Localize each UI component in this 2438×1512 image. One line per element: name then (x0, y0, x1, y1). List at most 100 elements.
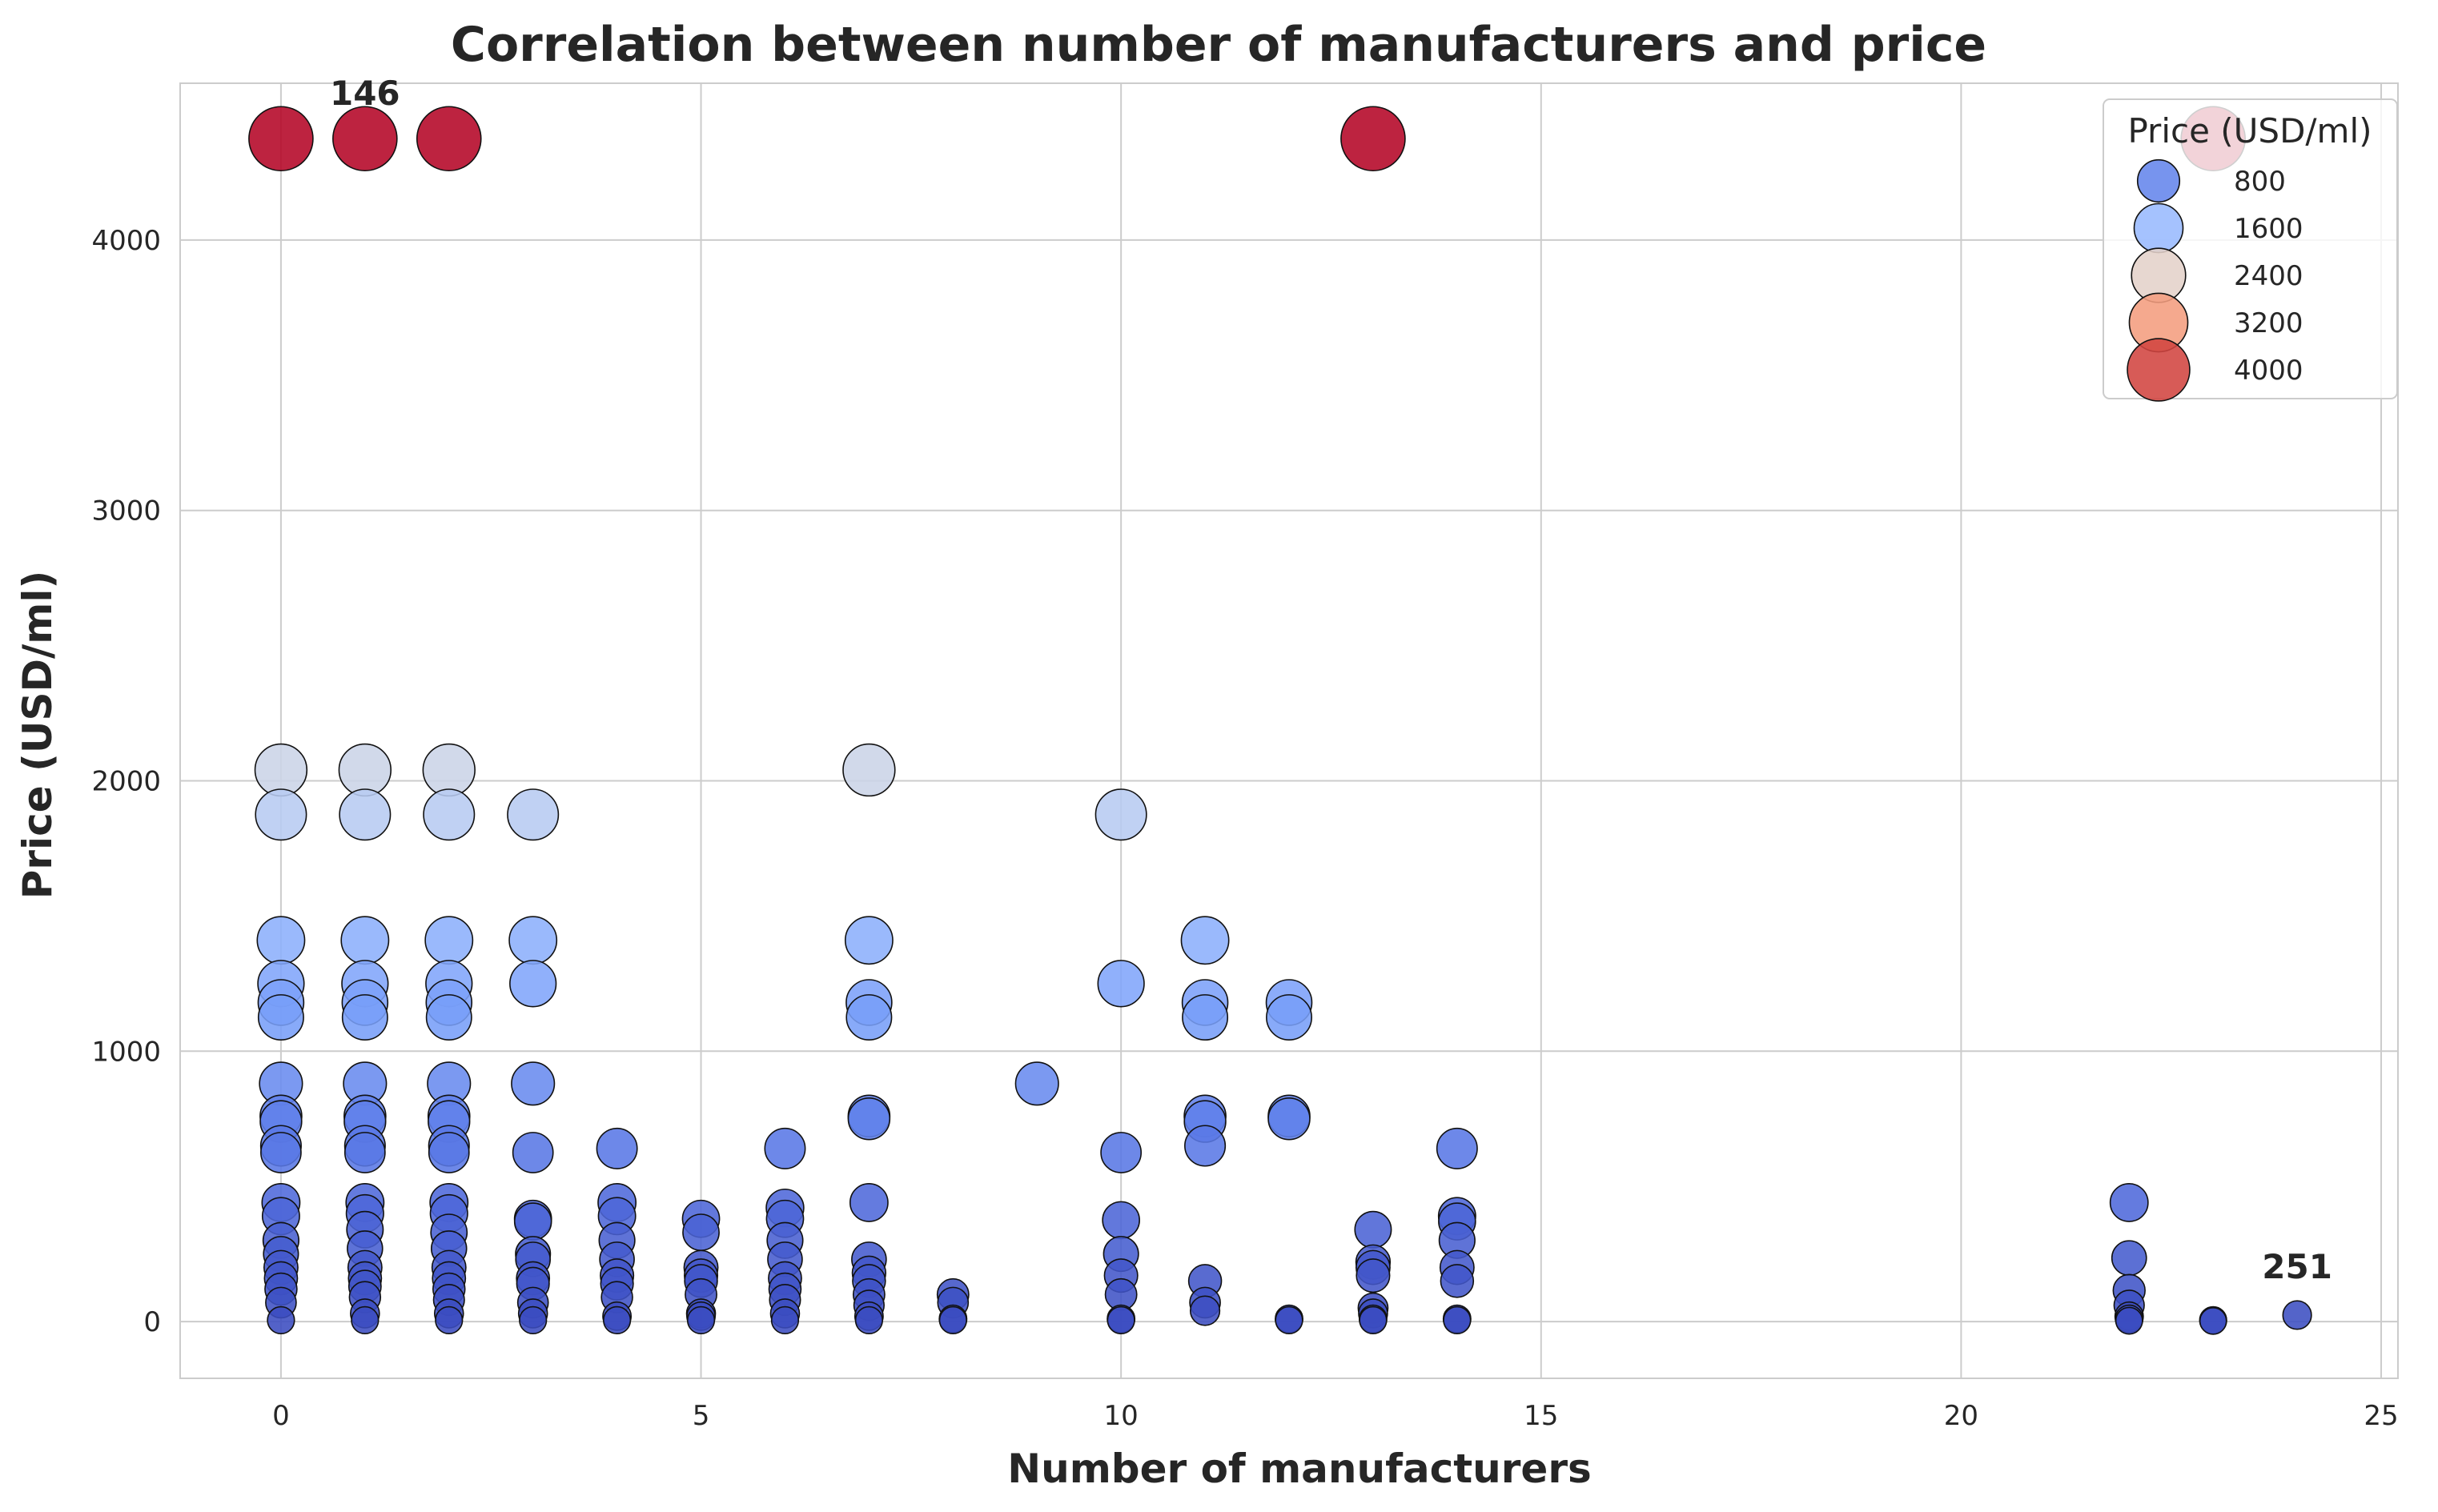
data-point (341, 994, 388, 1041)
data-point (255, 788, 307, 841)
data-point (1102, 1201, 1140, 1240)
data-point (764, 1127, 806, 1169)
data-point (1356, 1258, 1391, 1293)
legend-marker (2127, 338, 2191, 402)
data-point (1182, 994, 1229, 1041)
data-point (343, 1132, 386, 1173)
data-point (351, 1305, 380, 1334)
data-point (686, 1305, 716, 1334)
legend-label: 3200 (2234, 307, 2303, 339)
data-point (1354, 1210, 1392, 1249)
legend-label: 800 (2234, 166, 2286, 198)
x-tick-label: 0 (272, 1400, 290, 1432)
data-point (770, 1305, 800, 1334)
data-point (1184, 1125, 1227, 1167)
data-point (1180, 916, 1230, 965)
data-point (1340, 106, 1406, 172)
data-point (332, 106, 398, 172)
y-tick-label: 1000 (91, 1036, 161, 1068)
data-point (1443, 1305, 1472, 1334)
data-point (1189, 1295, 1221, 1326)
data-point (849, 1183, 889, 1222)
data-point (2199, 1307, 2227, 1335)
legend-title: Price (USD/ml) (2127, 111, 2372, 150)
data-point (1100, 1132, 1143, 1173)
data-point (423, 788, 476, 841)
legend-marker (2136, 158, 2181, 203)
data-point (847, 1097, 891, 1141)
annotations: 146 251 (330, 74, 2332, 1286)
x-tick-label: 5 (693, 1400, 710, 1432)
data-point (340, 916, 390, 965)
data-point (509, 960, 557, 1008)
x-tick-label: 10 (1104, 1400, 1139, 1432)
data-point (1440, 1264, 1475, 1298)
data-point (254, 743, 308, 797)
data-point (260, 1132, 302, 1173)
data-point (1094, 788, 1147, 841)
data-point (513, 1202, 552, 1241)
x-tick-label: 25 (2364, 1400, 2398, 1432)
y-tick-label: 4000 (91, 225, 161, 257)
legend-label: 4000 (2234, 355, 2303, 387)
data-point (1267, 1097, 1311, 1141)
data-points (248, 106, 2312, 1335)
data-point (1275, 1305, 1303, 1334)
data-point (596, 1127, 638, 1169)
data-point (256, 916, 306, 965)
data-point (508, 916, 558, 965)
data-point (2109, 1183, 2149, 1222)
data-point (507, 788, 560, 841)
data-point (339, 788, 392, 841)
data-point (416, 106, 482, 172)
data-point (1436, 1127, 1478, 1169)
tick-labels: 0 5 10 15 20 25 0 1000 2000 3000 4000 (91, 225, 2398, 1432)
y-tick-label: 0 (143, 1306, 161, 1338)
data-point (2111, 1240, 2147, 1277)
legend: Price (USD/ml) 800 1600 2400 3200 4000 (2103, 98, 2398, 402)
data-point (682, 1213, 720, 1251)
data-point (257, 994, 304, 1041)
data-point (422, 743, 476, 797)
data-point (425, 994, 472, 1041)
data-point (428, 1132, 470, 1173)
x-axis-label: Number of manufacturers (1007, 1446, 1591, 1492)
data-point (519, 1305, 548, 1334)
legend-label: 2400 (2234, 260, 2303, 292)
data-point (602, 1305, 632, 1334)
data-point (435, 1305, 464, 1334)
legend-marker (2133, 203, 2184, 254)
data-point (2115, 1306, 2143, 1335)
y-tick-label: 2000 (91, 765, 161, 797)
data-point (938, 1305, 967, 1334)
x-tick-label: 20 (1944, 1400, 1978, 1432)
data-point (267, 1305, 295, 1334)
data-point (338, 743, 392, 797)
x-tick-label: 15 (1524, 1400, 1558, 1432)
data-point (248, 106, 314, 172)
data-point (1014, 1061, 1059, 1106)
grid (180, 83, 2398, 1378)
annotation-label: 146 (330, 74, 400, 113)
annotation-label: 251 (2262, 1247, 2332, 1286)
data-point (1266, 994, 1312, 1041)
y-tick-label: 3000 (91, 495, 161, 527)
data-point (844, 916, 894, 965)
data-point (2282, 1300, 2312, 1330)
data-point (1097, 960, 1145, 1008)
chart-title: Correlation between number of manufactur… (451, 17, 1986, 73)
plot-area-frame (179, 82, 2399, 1379)
data-point (512, 1132, 554, 1173)
legend-label: 1600 (2234, 213, 2303, 245)
data-point (854, 1305, 883, 1334)
data-point (842, 743, 896, 797)
data-point (1359, 1305, 1388, 1334)
data-point (424, 916, 474, 965)
y-axis-label: Price (USD/ml) (14, 571, 61, 900)
data-point (511, 1061, 556, 1106)
data-point (1107, 1305, 1135, 1334)
data-point (845, 994, 893, 1041)
